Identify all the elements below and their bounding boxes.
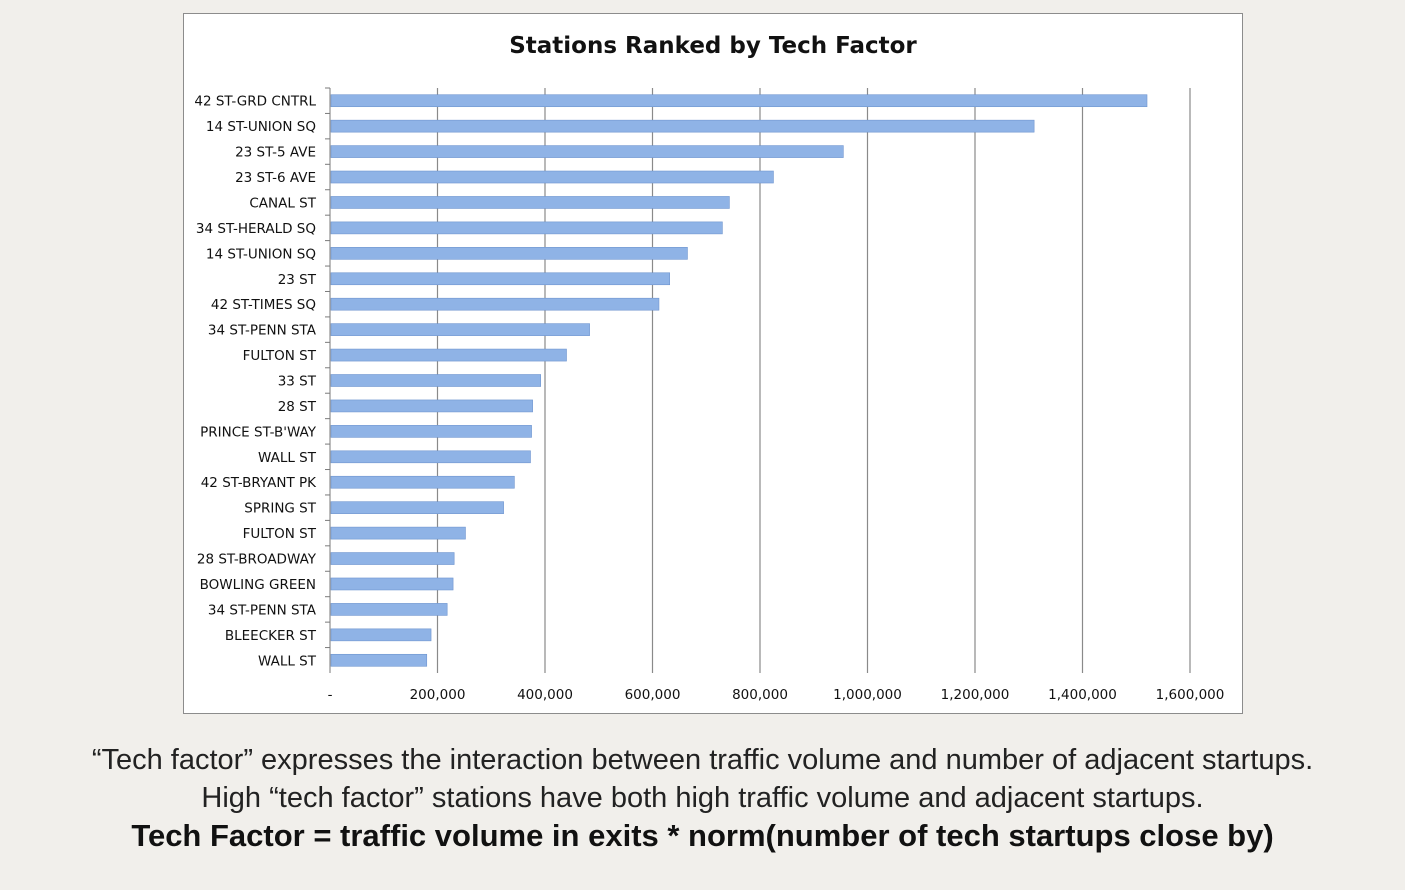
- bar: [330, 119, 1035, 133]
- category-label: WALL ST: [258, 450, 317, 466]
- bar: [330, 170, 774, 184]
- category-label: CANAL ST: [249, 195, 316, 211]
- category-label: 33 ST: [278, 374, 317, 390]
- bar: [330, 323, 590, 336]
- bar: [330, 348, 567, 362]
- category-label: 23 ST-5 AVE: [235, 145, 316, 161]
- bar: [330, 196, 730, 209]
- bar: [330, 374, 541, 387]
- bar: [330, 628, 432, 642]
- category-label: 23 ST: [278, 272, 317, 288]
- x-tick-label: 200,000: [410, 687, 466, 703]
- caption-formula: Tech Factor = traffic volume in exits * …: [131, 818, 1274, 853]
- x-tick-label: 600,000: [625, 687, 681, 703]
- bar: [330, 297, 660, 311]
- category-label: BOWLING GREEN: [200, 577, 316, 593]
- category-label: 34 ST-PENN STA: [208, 602, 317, 618]
- bar: [330, 526, 466, 540]
- bar: [330, 450, 531, 464]
- bar: [330, 399, 533, 413]
- chart-title: Stations Ranked by Tech Factor: [509, 33, 917, 59]
- bar: [330, 552, 455, 565]
- x-tick-label: 1,600,000: [1156, 687, 1225, 703]
- category-label: 14 ST-UNION SQ: [206, 119, 316, 135]
- x-tick-label: 1,400,000: [1048, 687, 1117, 703]
- bar: [330, 653, 428, 667]
- category-label: SPRING ST: [244, 501, 316, 517]
- category-label: 14 ST-UNION SQ: [206, 246, 316, 262]
- category-label: BLEECKER ST: [225, 628, 317, 644]
- x-tick-label: 1,000,000: [833, 687, 902, 703]
- bar: [330, 94, 1148, 108]
- category-label: 42 ST-GRD CNTRL: [194, 94, 316, 110]
- category-label: 28 ST: [278, 399, 317, 415]
- category-label: 23 ST-6 AVE: [235, 170, 316, 186]
- category-label: 42 ST-TIMES SQ: [211, 297, 316, 313]
- caption-line-1: “Tech factor” expresses the interaction …: [91, 744, 1314, 776]
- category-label: FULTON ST: [243, 526, 317, 542]
- category-label: WALL ST: [258, 653, 317, 669]
- bar: [330, 501, 504, 514]
- category-label: 34 ST-PENN STA: [208, 323, 317, 339]
- category-label: PRINCE ST-B'WAY: [200, 424, 317, 440]
- caption-line-2: High “tech factor” stations have both hi…: [201, 782, 1204, 814]
- bar: [330, 247, 688, 260]
- x-tick-label: 800,000: [732, 687, 788, 703]
- category-label: 34 ST-HERALD SQ: [196, 221, 316, 237]
- bar: [330, 221, 723, 235]
- category-label: FULTON ST: [243, 348, 317, 364]
- category-label: 42 ST-BRYANT PK: [201, 475, 317, 491]
- bar: [330, 577, 454, 591]
- category-label: 28 ST-BROADWAY: [197, 552, 317, 568]
- bar: [330, 425, 532, 438]
- bar: [330, 272, 671, 286]
- x-tick-label: 400,000: [517, 687, 573, 703]
- bar: [330, 145, 844, 158]
- x-tick-label: 1,200,000: [941, 687, 1010, 703]
- bar: [330, 475, 515, 489]
- bar: [330, 603, 448, 616]
- x-tick-label: -: [328, 687, 333, 703]
